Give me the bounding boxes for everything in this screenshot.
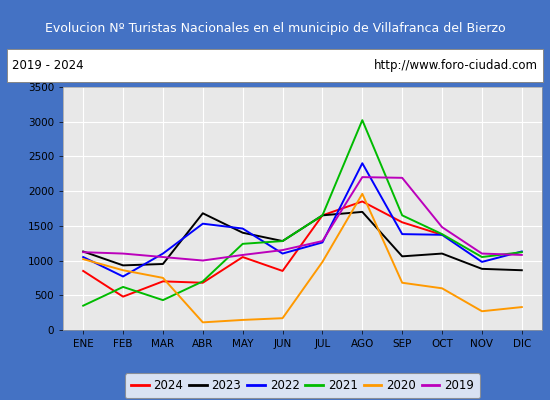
Text: 2019 - 2024: 2019 - 2024 xyxy=(12,59,84,72)
Legend: 2024, 2023, 2022, 2021, 2020, 2019: 2024, 2023, 2022, 2021, 2020, 2019 xyxy=(125,374,480,398)
Text: Evolucion Nº Turistas Nacionales en el municipio de Villafranca del Bierzo: Evolucion Nº Turistas Nacionales en el m… xyxy=(45,22,505,35)
Text: http://www.foro-ciudad.com: http://www.foro-ciudad.com xyxy=(374,59,538,72)
